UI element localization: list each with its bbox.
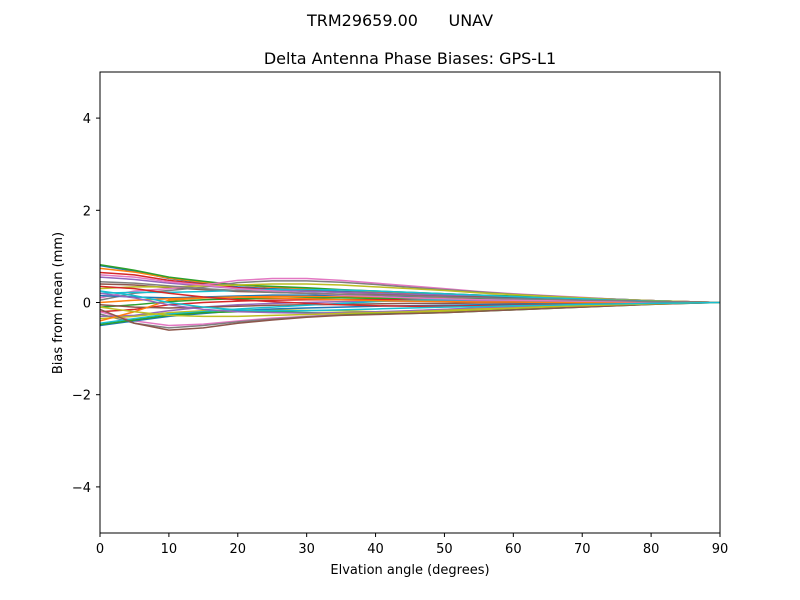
y-axis-label: Bias from mean (mm) (51, 232, 66, 374)
x-tick-label: 40 (367, 542, 384, 557)
x-tick-label: 0 (96, 542, 104, 557)
x-tick-label: 70 (574, 542, 591, 557)
y-tick-label: −4 (72, 481, 91, 496)
x-tick-label: 20 (230, 542, 247, 557)
series-line (100, 281, 720, 304)
x-tick-label: 60 (505, 542, 522, 557)
series-line (100, 301, 720, 318)
x-tick-label: 10 (161, 542, 178, 557)
series-line (100, 290, 720, 312)
x-axis: 0 10 20 30 40 50 60 70 80 90 (96, 533, 728, 557)
x-tick-label: 50 (436, 542, 453, 557)
chart-suptitle: TRM29659.00 UNAV (306, 11, 493, 30)
y-tick-label: 0 (83, 297, 91, 312)
series-layer (100, 263, 720, 331)
x-tick-label: 80 (643, 542, 660, 557)
y-tick-label: 2 (83, 204, 91, 219)
x-tick-label: 90 (712, 542, 729, 557)
chart-title: Delta Antenna Phase Biases: GPS-L1 (264, 49, 556, 68)
y-tick-label: −2 (72, 389, 91, 404)
x-tick-label: 30 (298, 542, 315, 557)
x-axis-label: Elvation angle (degrees) (330, 563, 489, 578)
y-axis: −4 −2 0 2 4 (72, 112, 100, 496)
series-line (100, 296, 720, 322)
series-line (100, 301, 720, 331)
series-line (100, 274, 720, 304)
y-tick-label: 4 (83, 112, 91, 127)
